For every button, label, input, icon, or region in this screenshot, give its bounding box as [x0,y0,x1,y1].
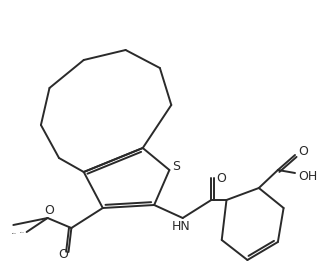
Text: O: O [216,172,226,185]
Text: methyl: methyl [19,231,24,233]
Text: S: S [172,160,180,173]
Text: methyl: methyl [11,233,16,234]
Text: O: O [298,145,308,158]
Text: O: O [45,203,54,217]
Text: OH: OH [298,170,317,182]
Text: HN: HN [171,220,190,232]
Text: O: O [58,247,68,260]
